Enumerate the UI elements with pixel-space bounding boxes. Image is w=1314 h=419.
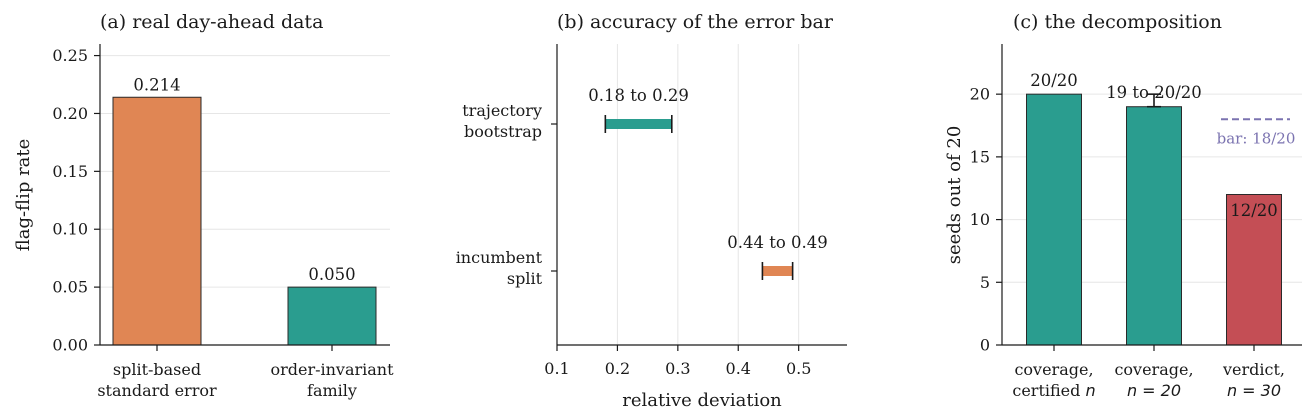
panel-c-bar xyxy=(1226,194,1282,346)
panel-b-ytick-label: trajectory xyxy=(462,101,542,120)
panel-b-xtick-label: 0.5 xyxy=(786,359,811,378)
panel-a-ytick-label: 0.20 xyxy=(52,104,88,123)
panel-c-xtick-label: n = 30 xyxy=(1227,381,1281,400)
panel-c-xtick-label: certified n xyxy=(1012,381,1095,400)
panel-a-ytick-label: 0.00 xyxy=(52,336,88,355)
panel-a-bar xyxy=(287,286,377,346)
panel-a-title: (a) real day-ahead data xyxy=(100,11,323,33)
panel-c-ylabel: seeds out of 20 xyxy=(944,126,965,265)
panel-b-xtick-label: 0.3 xyxy=(665,359,690,378)
panel-c-ytick-label: 10 xyxy=(970,210,990,229)
panel-a-xtick-label: split-based xyxy=(113,360,201,379)
panel-c-ytick-label: 15 xyxy=(970,147,990,166)
panel-c-reference-label: bar: 18/20 xyxy=(1217,129,1296,147)
panel-c-bar xyxy=(1126,106,1182,346)
panel-a: (a) real day-ahead data flag-flip rate 0… xyxy=(13,11,394,400)
panel-c-value-label: 12/20 xyxy=(1230,201,1278,220)
panel-c-value-label: 19 to 20/20 xyxy=(1106,83,1202,102)
panel-c-ytick-label: 20 xyxy=(970,85,990,104)
panel-b-ytick-label: bootstrap xyxy=(464,122,542,141)
panel-a-xtick-label: family xyxy=(307,381,357,400)
panel-c-title: (c) the decomposition xyxy=(1013,11,1222,33)
panel-c-xtick-label: coverage, xyxy=(1114,360,1193,379)
panel-b-xlabel: relative deviation xyxy=(622,390,782,411)
panel-a-ytick-label: 0.15 xyxy=(52,162,88,181)
panel-b-interval-label: 0.44 to 0.49 xyxy=(727,233,828,252)
panel-b-ytick-label: split xyxy=(507,269,543,288)
panel-c-bar xyxy=(1026,93,1082,346)
panel-c-xtick-label: verdict, xyxy=(1222,360,1285,379)
panel-b-xtick-label: 0.1 xyxy=(544,359,569,378)
panel-a-value-label: 0.214 xyxy=(133,75,180,94)
panel-c: (c) the decomposition seeds out of 20 20… xyxy=(944,11,1302,400)
panel-b-xtick-label: 0.4 xyxy=(726,359,751,378)
panel-a-ytick-label: 0.05 xyxy=(52,278,88,297)
panel-b-interval-bar xyxy=(605,119,672,129)
panel-a-ylabel: flag-flip rate xyxy=(13,139,34,252)
panel-b: (b) accuracy of the error bar 0.18 to 0.… xyxy=(456,11,847,411)
panel-c-value-label: 20/20 xyxy=(1030,71,1078,90)
panel-c-xtick-label: n = 20 xyxy=(1127,381,1181,400)
panel-a-ytick-label: 0.25 xyxy=(52,46,88,65)
panel-a-value-label: 0.050 xyxy=(308,265,355,284)
panel-c-xtick-label: coverage, xyxy=(1014,360,1093,379)
panel-a-xtick-label: order-invariant xyxy=(270,360,394,379)
panel-b-xtick-label: 0.2 xyxy=(605,359,630,378)
panel-b-interval-bar xyxy=(762,266,793,276)
panel-b-interval-label: 0.18 to 0.29 xyxy=(588,86,689,105)
panel-c-ytick-label: 0 xyxy=(980,336,990,355)
panel-a-bar xyxy=(112,96,202,346)
panel-a-xtick-label: standard error xyxy=(97,381,217,400)
panel-c-ytick-label: 5 xyxy=(980,273,990,292)
panel-a-ytick-label: 0.10 xyxy=(52,220,88,239)
panel-b-title: (b) accuracy of the error bar xyxy=(557,11,834,33)
panel-b-ytick-label: incumbent xyxy=(456,248,543,267)
